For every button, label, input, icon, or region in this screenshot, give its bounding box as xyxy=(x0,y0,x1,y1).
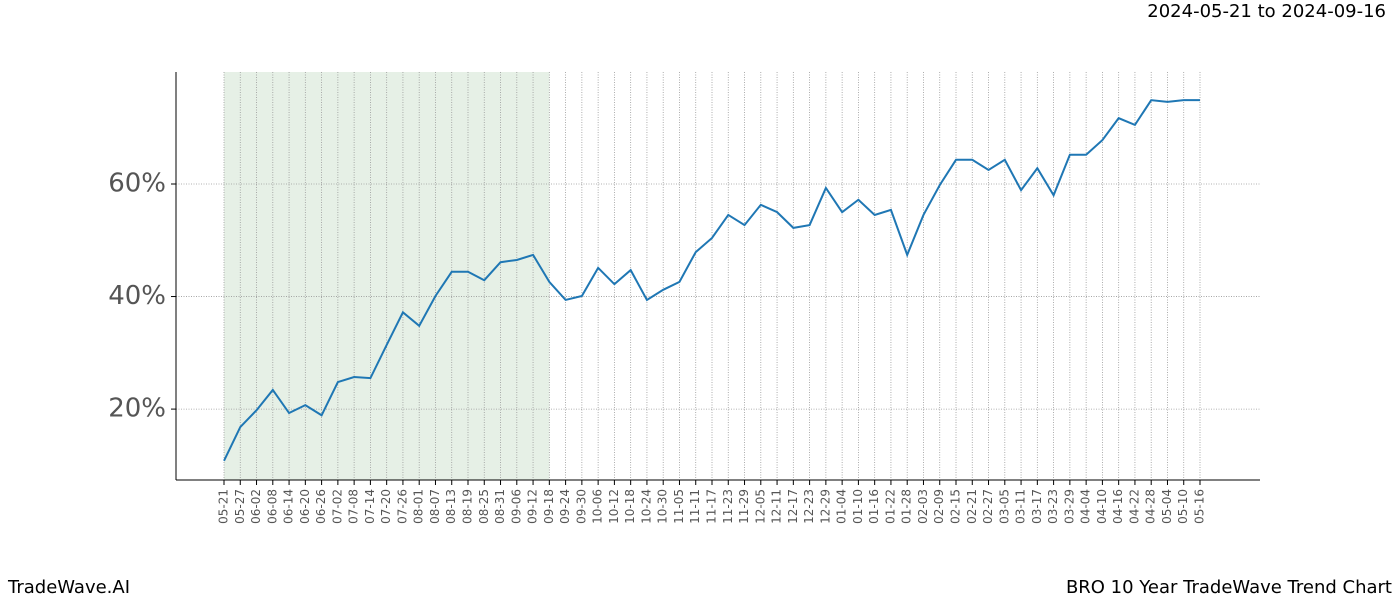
x-tick-label: 08-19 xyxy=(461,489,475,524)
x-tick-label: 02-15 xyxy=(949,489,963,524)
x-tick-label: 08-01 xyxy=(412,489,426,524)
x-tick-label: 08-07 xyxy=(428,489,442,524)
x-tick-label: 04-16 xyxy=(1111,489,1125,524)
x-tick-label: 09-30 xyxy=(574,489,588,524)
trend-line xyxy=(223,99,1200,462)
y-tick-label: 60% xyxy=(108,168,166,198)
x-tick-label: 04-10 xyxy=(1095,489,1109,524)
y-tick-label: 40% xyxy=(108,281,166,311)
x-tick-label: 09-18 xyxy=(542,489,556,524)
x-tick-label: 08-13 xyxy=(444,489,458,524)
x-tick-label: 12-17 xyxy=(786,489,800,524)
x-tick-label: 02-03 xyxy=(916,489,930,524)
x-tick-label: 10-30 xyxy=(656,489,670,524)
x-tick-label: 01-16 xyxy=(867,489,881,524)
x-tick-label: 03-05 xyxy=(997,489,1011,524)
x-tick-label: 06-20 xyxy=(298,489,312,524)
x-tick-label: 06-02 xyxy=(249,489,263,524)
x-tick-label: 01-22 xyxy=(883,489,897,524)
x-tick-label: 12-29 xyxy=(818,489,832,524)
x-tick-label: 11-05 xyxy=(672,489,686,524)
x-tick-label: 06-26 xyxy=(314,489,328,524)
x-tick-label: 11-11 xyxy=(688,489,702,524)
x-tick-label: 12-23 xyxy=(802,489,816,524)
x-tick-label: 03-17 xyxy=(1030,489,1044,524)
x-tick-label: 05-16 xyxy=(1193,489,1207,524)
x-tick-label: 12-11 xyxy=(770,489,784,524)
x-tick-label: 07-20 xyxy=(379,489,393,524)
x-tick-label: 07-26 xyxy=(395,489,409,524)
x-tick-label: 10-12 xyxy=(607,489,621,524)
x-tick-label: 06-14 xyxy=(282,489,296,524)
x-tick-label: 01-28 xyxy=(900,489,914,524)
x-tick-label: 11-29 xyxy=(737,489,751,524)
x-tick-label: 05-04 xyxy=(1160,489,1174,524)
x-tick-label: 10-06 xyxy=(591,489,605,524)
x-tick-label: 02-27 xyxy=(981,489,995,524)
x-tick-label: 09-24 xyxy=(558,489,572,524)
x-tick-label: 03-29 xyxy=(1062,489,1076,524)
x-tick-label: 04-28 xyxy=(1144,489,1158,524)
x-tick-label: 04-22 xyxy=(1127,489,1141,524)
x-tick-label: 02-09 xyxy=(932,489,946,524)
x-tick-label: 09-12 xyxy=(526,489,540,524)
x-tick-label: 09-06 xyxy=(509,489,523,524)
x-tick-label: 10-18 xyxy=(623,489,637,524)
x-tick-label: 05-21 xyxy=(217,489,231,524)
x-tick-label: 05-10 xyxy=(1176,489,1190,524)
x-tick-label: 06-08 xyxy=(265,489,279,524)
x-tick-label: 03-11 xyxy=(1014,489,1028,524)
x-tick-label: 05-27 xyxy=(233,489,247,524)
date-range: 2024-05-21 to 2024-09-16 xyxy=(1147,1,1386,22)
x-tick-label: 01-10 xyxy=(851,489,865,524)
shaded-range xyxy=(224,72,550,480)
y-tick-label: 20% xyxy=(108,394,166,424)
x-tick-label: 08-25 xyxy=(477,489,491,524)
brand: TradeWave.AI xyxy=(7,577,130,598)
chart-name: BRO 10 Year TradeWave Trend Chart xyxy=(1066,577,1392,598)
x-tick-label: 10-24 xyxy=(639,489,653,524)
x-tick-label: 11-23 xyxy=(721,489,735,524)
x-tick-label: 07-08 xyxy=(347,489,361,524)
x-tick-label: 04-04 xyxy=(1079,489,1093,524)
x-tick-label: 08-31 xyxy=(493,489,507,524)
x-tick-label: 02-21 xyxy=(965,489,979,524)
x-tick-label: 01-04 xyxy=(835,489,849,524)
x-tick-label: 07-02 xyxy=(330,489,344,524)
x-tick-label: 07-14 xyxy=(363,489,377,524)
x-tick-label: 12-05 xyxy=(753,489,767,524)
x-tick-label: 03-23 xyxy=(1046,489,1060,524)
x-tick-label: 11-17 xyxy=(705,489,719,524)
